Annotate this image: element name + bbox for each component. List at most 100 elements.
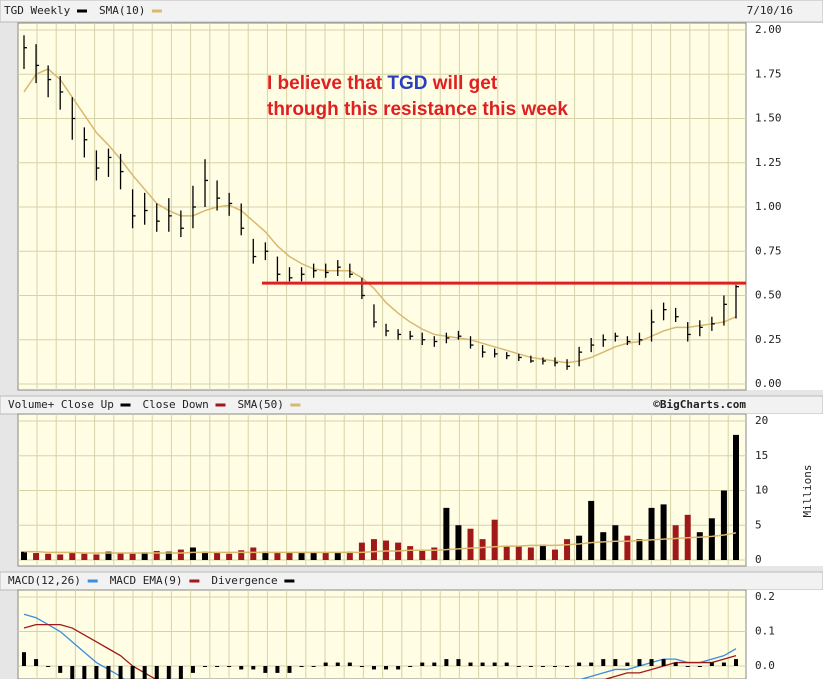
volume-bar bbox=[672, 525, 679, 560]
divergence-bar bbox=[94, 666, 99, 679]
volume-bar bbox=[576, 535, 583, 560]
divergence-bar bbox=[601, 659, 606, 666]
volume-bar bbox=[624, 535, 631, 560]
y-tick-label: 0.1 bbox=[755, 625, 775, 638]
divergence-bar bbox=[673, 662, 678, 666]
divergence-bar bbox=[432, 662, 437, 666]
y-tick-label: 1.00 bbox=[755, 200, 782, 213]
y-tick-label: 15 bbox=[755, 449, 768, 462]
volume-bar bbox=[720, 490, 727, 560]
volume-bar bbox=[455, 525, 462, 560]
volume-bar bbox=[105, 551, 112, 560]
divergence-bar bbox=[251, 666, 256, 670]
volume-bar bbox=[600, 532, 607, 560]
divergence-bar bbox=[396, 666, 401, 670]
volume-bar bbox=[310, 553, 317, 560]
volume-bar bbox=[57, 554, 64, 560]
legend-label: SMA(50) bbox=[238, 398, 284, 411]
divergence-bar bbox=[540, 666, 545, 667]
volume-bar bbox=[141, 552, 148, 560]
y-tick-label: 0.75 bbox=[755, 244, 782, 257]
credit: ©BigCharts.com bbox=[653, 398, 746, 411]
divergence-bar bbox=[178, 666, 183, 679]
legend-label: MACD EMA(9) bbox=[110, 574, 183, 587]
divergence-bar bbox=[190, 666, 195, 673]
sma-line bbox=[24, 532, 737, 554]
volume-bar bbox=[250, 547, 257, 560]
divergence-bar bbox=[516, 666, 521, 667]
plot-area bbox=[17, 589, 747, 679]
volume-bar bbox=[189, 547, 196, 560]
y-tick-label: 0.50 bbox=[755, 289, 782, 302]
divergence-bar bbox=[311, 666, 316, 667]
volume-bar bbox=[564, 539, 571, 560]
divergence-bar bbox=[227, 666, 232, 667]
volume-bar bbox=[551, 549, 558, 560]
volume-bar bbox=[660, 504, 667, 560]
date-label: 7/10/16 bbox=[747, 4, 793, 17]
volume-bar bbox=[153, 550, 160, 560]
divergence-bar bbox=[34, 659, 39, 666]
macd-line bbox=[23, 613, 737, 679]
divergence-bar bbox=[215, 666, 220, 667]
divergence-bar bbox=[82, 666, 87, 679]
divergence-bar bbox=[468, 662, 473, 666]
annotation-part: TGD bbox=[387, 73, 427, 94]
divergence-bar bbox=[709, 662, 714, 666]
divergence-bar bbox=[46, 666, 51, 667]
annotation-part: through this resistance this week bbox=[267, 99, 568, 120]
volume-bar bbox=[370, 539, 377, 560]
volume-bar bbox=[346, 551, 353, 560]
y-tick-label: 0.0 bbox=[755, 659, 775, 672]
y-tick-label: 20 bbox=[755, 414, 768, 427]
legend-label: Close Down bbox=[143, 398, 209, 411]
panel-right bbox=[746, 23, 823, 390]
legend-label: MACD(12,26) bbox=[8, 574, 81, 587]
divergence-bar bbox=[142, 666, 147, 679]
annotation: I believe that TGD will get bbox=[267, 73, 498, 94]
y-tick-label: 0.25 bbox=[755, 333, 782, 346]
divergence-bar bbox=[118, 666, 123, 679]
divergence-bar bbox=[697, 666, 702, 667]
volume-bar bbox=[503, 546, 510, 560]
y-tick-label: 2.00 bbox=[755, 23, 782, 36]
divergence-bar bbox=[384, 666, 389, 670]
volume-bar bbox=[177, 549, 184, 560]
volume-bar bbox=[226, 553, 233, 560]
volume-bar bbox=[274, 553, 281, 560]
volume-bar bbox=[262, 551, 269, 560]
volume-bar bbox=[479, 539, 486, 560]
sma-line bbox=[23, 68, 737, 364]
macd-line bbox=[23, 623, 737, 679]
volume-bar bbox=[45, 553, 52, 560]
volume-bar bbox=[334, 553, 341, 560]
divergence-bar bbox=[637, 659, 642, 666]
legend-label: Divergence bbox=[211, 574, 277, 587]
divergence-bar bbox=[299, 666, 304, 667]
y-tick-label: 10 bbox=[755, 484, 768, 497]
volume-bar bbox=[93, 554, 100, 560]
y-tick-label: 0 bbox=[755, 553, 762, 566]
divergence-bar bbox=[408, 666, 413, 667]
volume-bar bbox=[33, 553, 40, 560]
annotation: through this resistance this week bbox=[267, 99, 568, 120]
divergence-bar bbox=[347, 662, 352, 666]
volume-bar bbox=[165, 551, 172, 560]
divergence-bar bbox=[444, 659, 449, 666]
volume-bar bbox=[129, 553, 136, 560]
divergence-bar bbox=[721, 662, 726, 666]
panel-header bbox=[0, 0, 823, 23]
volume-bar bbox=[443, 507, 450, 560]
divergence-bar bbox=[263, 666, 268, 673]
divergence-bar bbox=[106, 666, 111, 679]
volume-bar bbox=[612, 525, 619, 560]
divergence-bar bbox=[661, 659, 666, 666]
volume-bar bbox=[733, 434, 739, 560]
volume-bar bbox=[358, 542, 365, 560]
divergence-bar bbox=[166, 666, 171, 679]
divergence-bar bbox=[734, 659, 738, 666]
y-tick-label: 0.00 bbox=[755, 377, 782, 390]
legend-label: Volume+ bbox=[8, 398, 55, 411]
